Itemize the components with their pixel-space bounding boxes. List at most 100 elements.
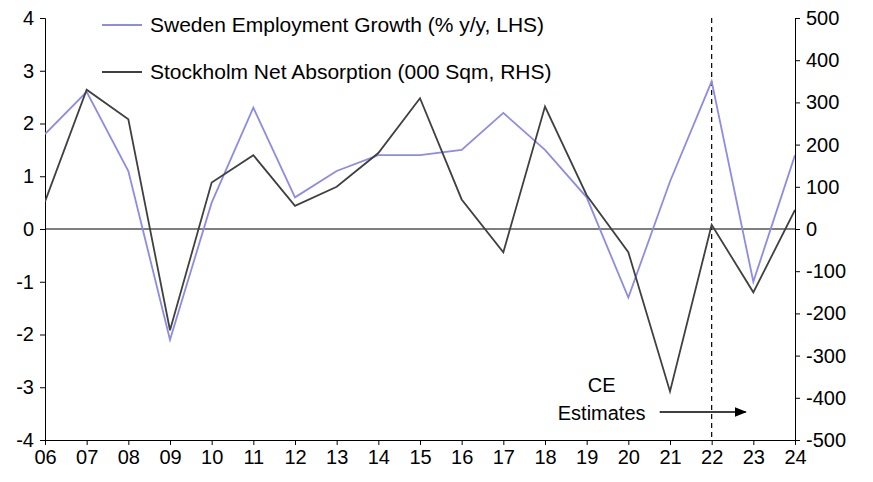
tick-label: 14 — [368, 446, 390, 468]
tick-mark — [795, 18, 800, 19]
annotation: CEEstimates — [558, 374, 646, 424]
zero-line — [45, 228, 795, 229]
tick: -300 — [795, 345, 846, 367]
tick-mark — [628, 440, 629, 445]
tick: -2 — [16, 323, 45, 345]
tick-label: 12 — [284, 446, 306, 468]
tick-label: -100 — [806, 260, 846, 282]
tick-mark — [545, 440, 546, 445]
tick-label: 19 — [576, 446, 598, 468]
tick: -3 — [16, 376, 45, 398]
x-axis: 06070809101112131415161718192021222324 — [34, 440, 806, 468]
tick-label: 06 — [34, 446, 56, 468]
tick: 07 — [76, 440, 98, 468]
tick-label: 300 — [806, 91, 839, 113]
tick: 18 — [534, 440, 556, 468]
tick-label: 10 — [201, 446, 223, 468]
tick: 17 — [493, 440, 515, 468]
tick-mark — [40, 176, 45, 177]
tick: 23 — [743, 440, 765, 468]
legend-swatch — [102, 24, 142, 26]
tick: 15 — [409, 440, 431, 468]
tick-label: 15 — [409, 446, 431, 468]
tick-label: 20 — [618, 446, 640, 468]
tick-label: 400 — [806, 49, 839, 71]
tick: 1 — [23, 165, 45, 187]
tick-label: 100 — [806, 176, 839, 198]
tick-mark — [795, 60, 800, 61]
tick-label: 18 — [534, 446, 556, 468]
tick: 19 — [576, 440, 598, 468]
tick-mark — [795, 102, 800, 103]
annotation-arrow — [660, 411, 746, 413]
tick-label: 2 — [23, 112, 34, 134]
tick: 300 — [795, 91, 839, 113]
tick-label: 11 — [243, 446, 264, 468]
tick-mark — [712, 440, 713, 445]
tick: -1 — [16, 271, 45, 293]
tick-mark — [795, 440, 796, 445]
tick-mark — [795, 271, 800, 272]
tick-label: 17 — [493, 446, 515, 468]
tick: 21 — [659, 440, 681, 468]
tick-label: 200 — [806, 134, 839, 156]
tick-label: 1 — [23, 165, 34, 187]
tick-label: 0 — [806, 218, 817, 240]
tick: 500 — [795, 7, 839, 29]
tick-mark — [378, 440, 379, 445]
tick: 11 — [243, 440, 264, 468]
tick-mark — [295, 440, 296, 445]
tick-mark — [40, 124, 45, 125]
axis-line — [40, 19, 46, 441]
tick-mark — [753, 440, 754, 445]
tick-mark — [87, 440, 88, 445]
tick-mark — [795, 187, 800, 188]
tick: 09 — [159, 440, 181, 468]
tick-label: -2 — [16, 323, 34, 345]
tick-mark — [503, 440, 504, 445]
tick: 16 — [451, 440, 473, 468]
tick-mark — [795, 145, 800, 146]
tick-label: 4 — [23, 7, 34, 29]
tick-label: 07 — [76, 446, 98, 468]
tick: -100 — [795, 260, 846, 282]
y2-axis: -500-400-300-200-1000100200300400500 — [795, 7, 846, 451]
tick-label: -400 — [806, 387, 846, 409]
tick: 2 — [23, 112, 45, 134]
tick: -400 — [795, 387, 846, 409]
tick: 10 — [201, 440, 223, 468]
tick: 22 — [701, 440, 723, 468]
tick: 200 — [795, 134, 839, 156]
tick-label: 09 — [159, 446, 181, 468]
tick-mark — [170, 440, 171, 445]
tick-mark — [40, 71, 45, 72]
tick: 06 — [34, 440, 56, 468]
tick-mark — [212, 440, 213, 445]
chart: -4-3-2-101234-500-400-300-200-1000100200… — [0, 0, 873, 482]
legend-swatch — [102, 71, 142, 73]
tick: 20 — [618, 440, 640, 468]
tick: 24 — [784, 440, 806, 468]
tick-mark — [670, 440, 671, 445]
tick-mark — [587, 440, 588, 445]
tick-label: -4 — [16, 429, 34, 451]
tick-mark — [45, 440, 46, 445]
tick-mark — [795, 356, 800, 357]
axis-line — [796, 19, 801, 441]
tick-label: 0 — [23, 218, 34, 240]
tick-label: -3 — [16, 376, 34, 398]
tick-mark — [795, 313, 800, 314]
tick-label: 500 — [806, 7, 839, 29]
tick-label: -300 — [806, 345, 846, 367]
tick-label: 08 — [118, 446, 140, 468]
tick: 14 — [368, 440, 390, 468]
tick-mark — [40, 387, 45, 388]
tick-mark — [128, 440, 129, 445]
tick-mark — [337, 440, 338, 445]
tick-mark — [462, 440, 463, 445]
tick-mark — [795, 229, 800, 230]
tick-label: 22 — [701, 446, 723, 468]
tick-label: 3 — [23, 60, 34, 82]
tick-mark — [40, 335, 45, 336]
tick: 0 — [23, 218, 45, 240]
